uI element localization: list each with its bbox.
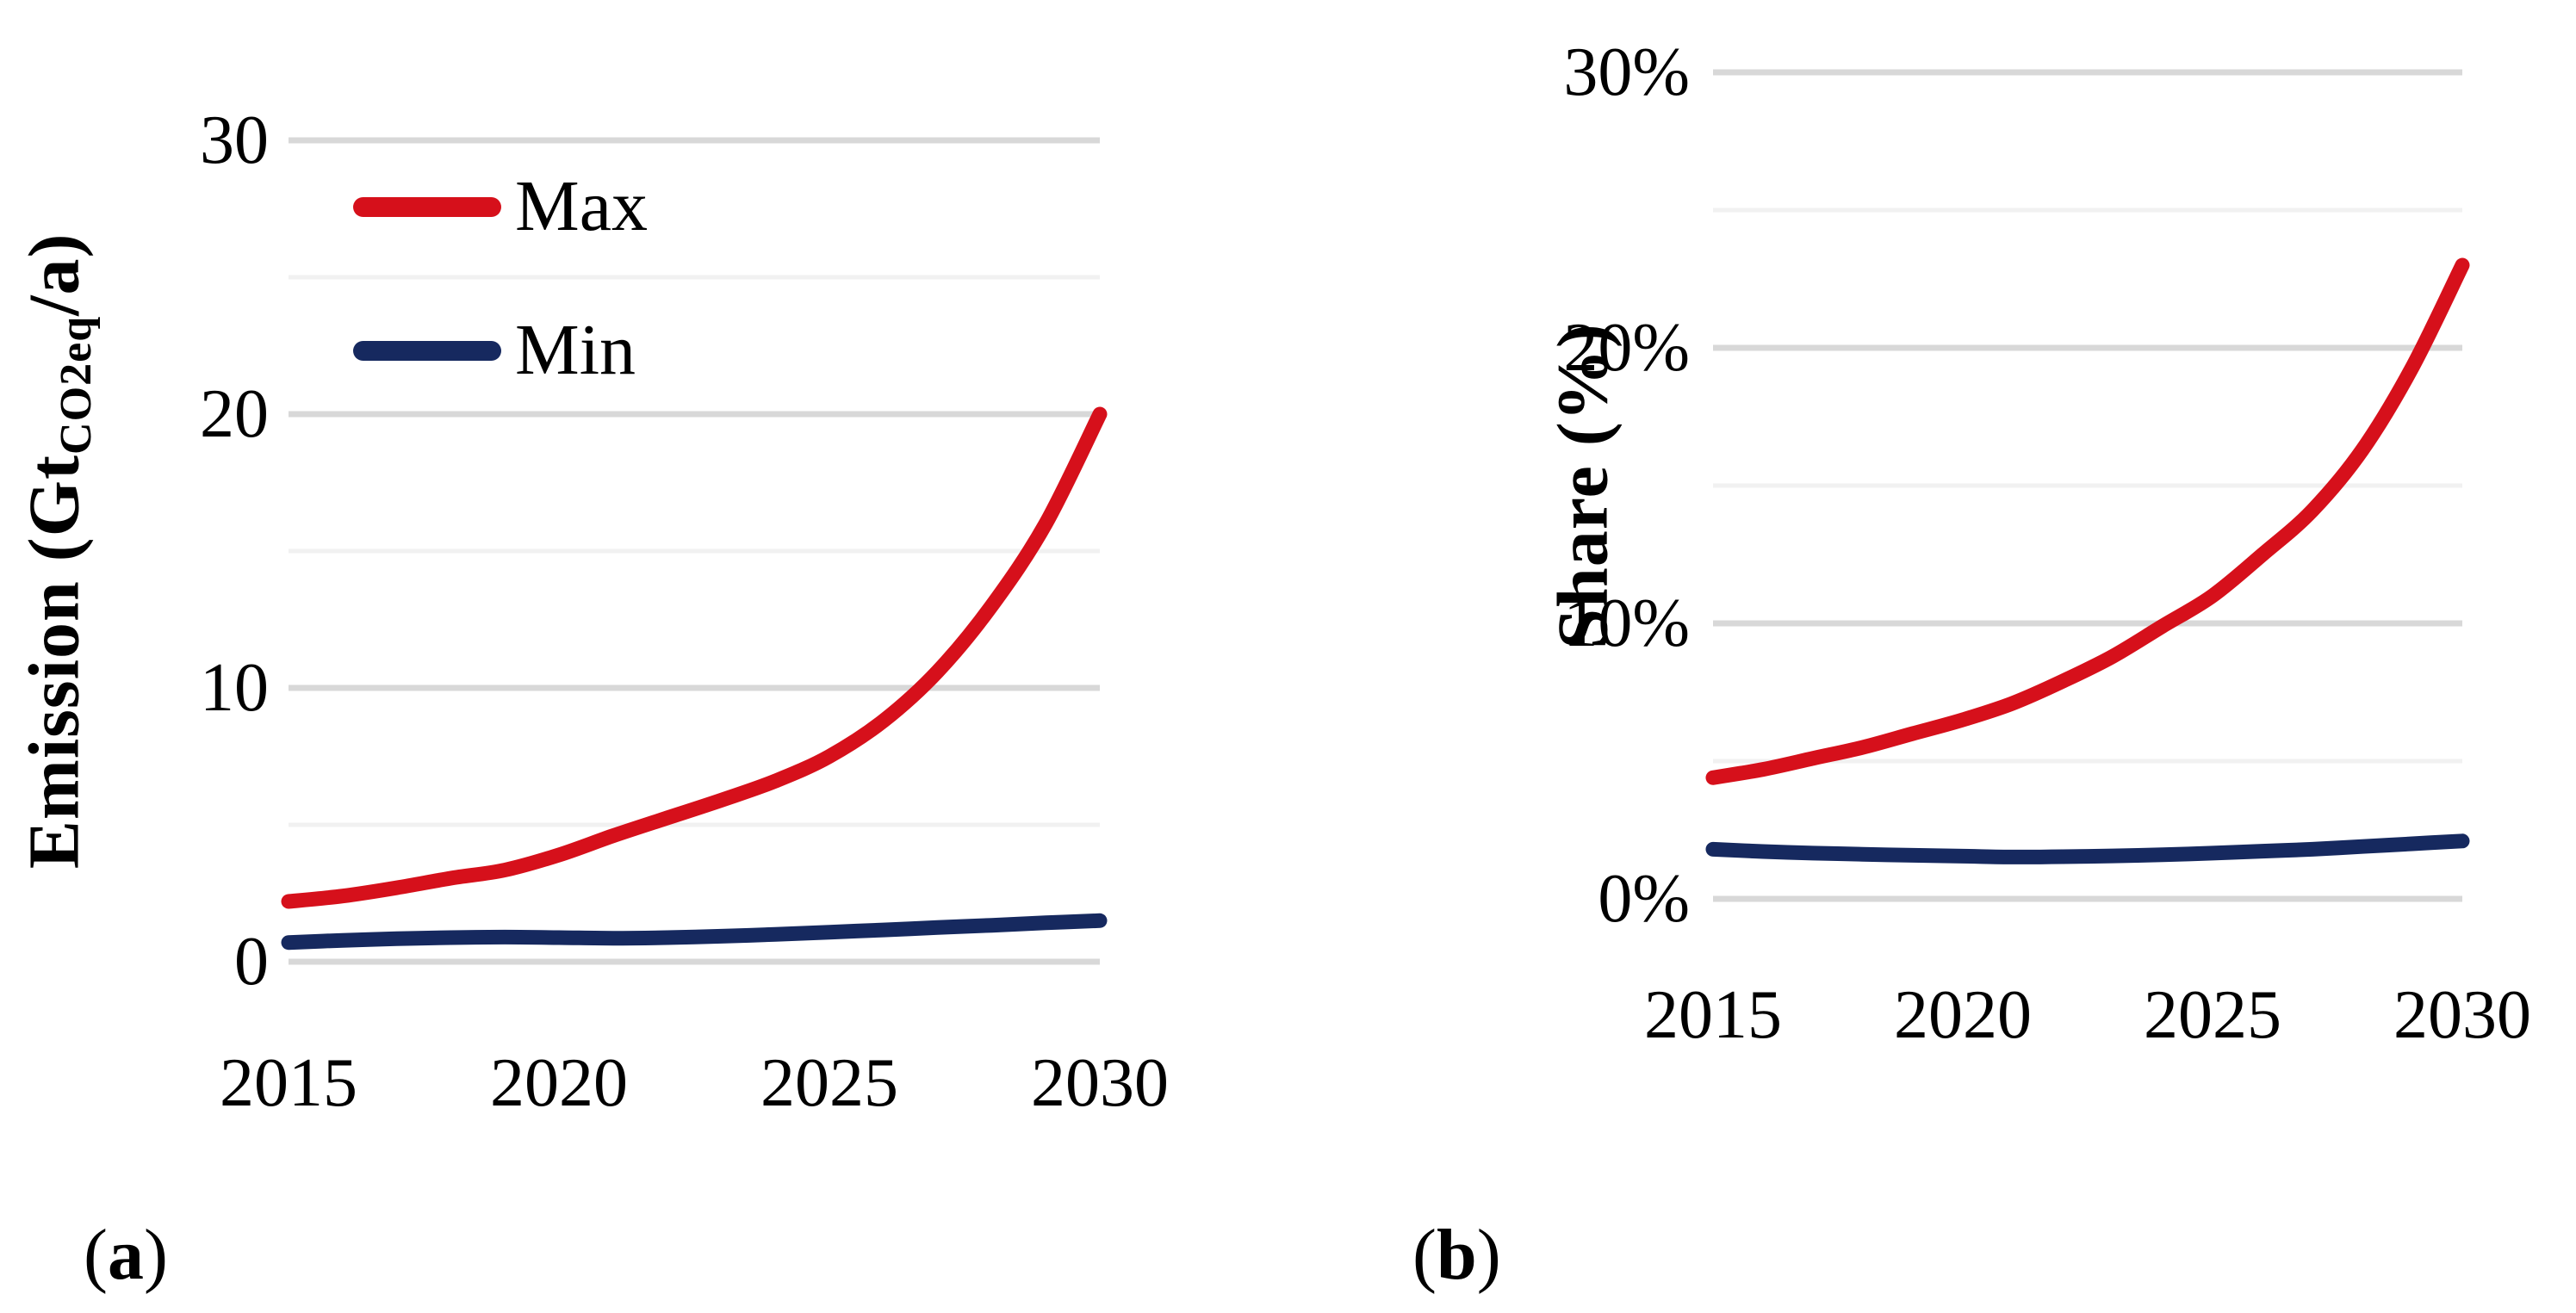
caption-a-close: ) <box>143 1215 168 1295</box>
caption-a: (a) <box>84 1212 168 1298</box>
legend-swatch-min <box>353 340 501 361</box>
legend-entry-max: Max <box>353 159 648 254</box>
series-line-max-b <box>1705 257 2470 785</box>
caption-b-open: ( <box>1412 1215 1437 1295</box>
x-tick-label-b: 2025 <box>2144 977 2281 1053</box>
series-line-min-b <box>1705 833 2470 864</box>
x-tick-label-b: 2020 <box>1894 977 2032 1053</box>
y-tick-label-a: 0 <box>234 924 269 1000</box>
y-tick-label-a: 10 <box>200 650 269 726</box>
y-tick-label-b: 10% <box>1563 585 1690 661</box>
y-tick-label-b: 20% <box>1563 310 1690 386</box>
legend-label-min: Min <box>515 310 636 390</box>
x-tick-label-a: 2030 <box>1031 1045 1169 1121</box>
caption-a-letter: a <box>107 1215 144 1295</box>
x-tick-label-b: 2030 <box>2393 977 2531 1053</box>
caption-b: (b) <box>1412 1212 1501 1298</box>
caption-a-open: ( <box>84 1215 108 1295</box>
caption-b-letter: b <box>1436 1215 1477 1295</box>
x-tick-label-a: 2020 <box>490 1045 628 1121</box>
y-tick-label-b: 30% <box>1563 34 1690 110</box>
series-line-max-a <box>281 406 1108 909</box>
series-line-min-a <box>281 913 1108 951</box>
x-tick-label-a: 2015 <box>220 1045 357 1121</box>
legend-entry-min: Min <box>353 303 636 398</box>
legend-swatch-max <box>353 196 501 217</box>
y-tick-label-b: 0% <box>1598 861 1690 937</box>
x-tick-label-a: 2025 <box>760 1045 898 1121</box>
y-tick-label-a: 30 <box>200 102 269 178</box>
legend-label-max: Max <box>515 166 648 246</box>
y-tick-label-a: 20 <box>200 376 269 452</box>
caption-b-close: ) <box>1476 1215 1501 1295</box>
x-tick-label-b: 2015 <box>1644 977 1782 1053</box>
